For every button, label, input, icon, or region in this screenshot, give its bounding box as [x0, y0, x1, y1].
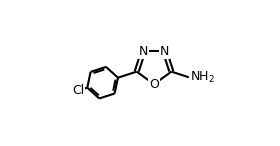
Text: Cl: Cl — [72, 84, 84, 97]
Text: O: O — [149, 78, 159, 91]
Text: N: N — [160, 45, 169, 58]
Text: NH$_2$: NH$_2$ — [190, 70, 215, 85]
Text: N: N — [139, 45, 148, 58]
